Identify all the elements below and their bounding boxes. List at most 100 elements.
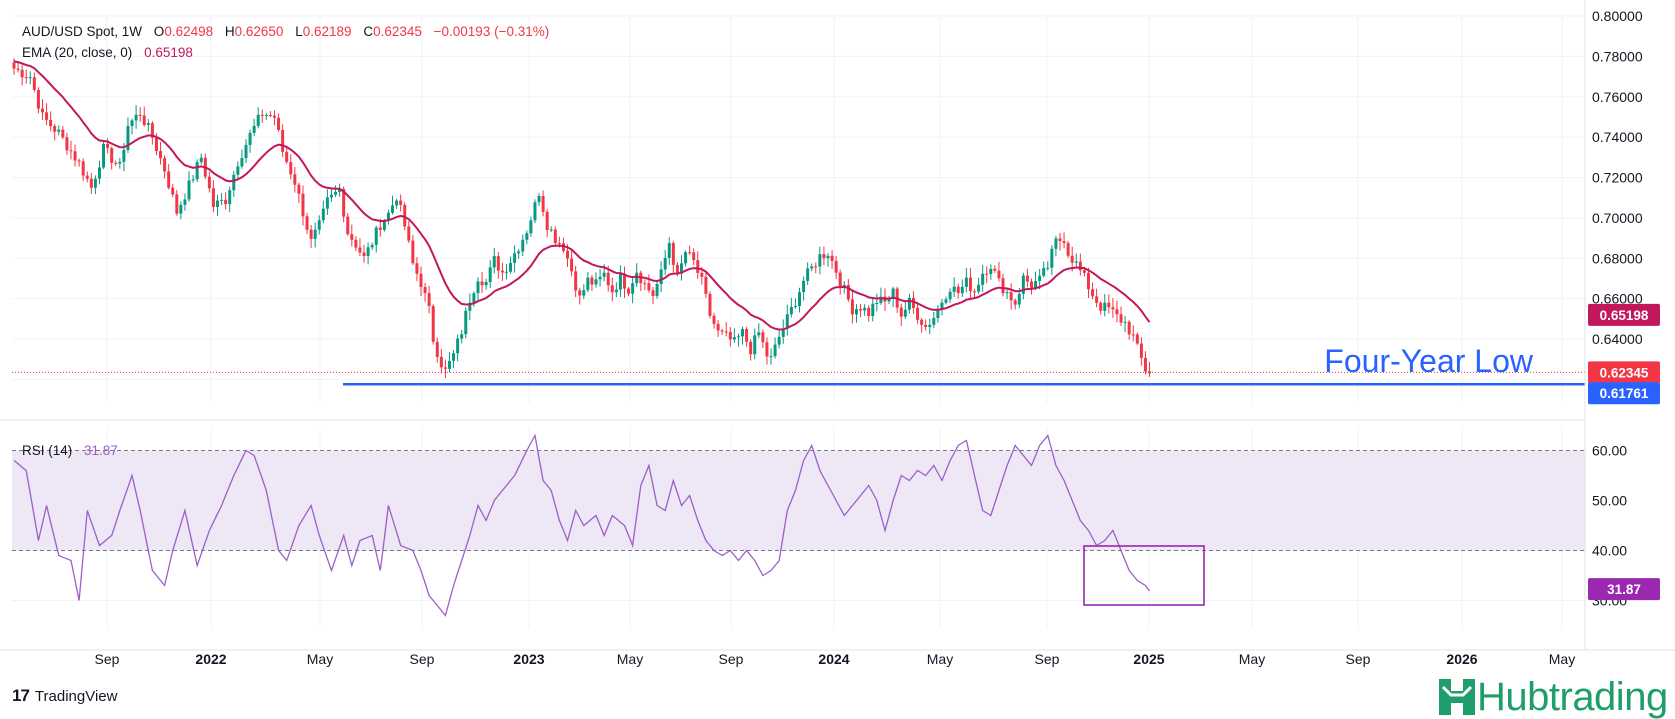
candle-body	[16, 68, 20, 70]
candle-body	[309, 229, 313, 239]
candle-body	[268, 114, 272, 116]
candle-body	[281, 129, 285, 152]
candle-body	[427, 293, 431, 306]
candle-body	[1017, 293, 1021, 305]
close-value: 0.62345	[373, 24, 422, 39]
candle-body	[1005, 292, 1009, 294]
candle-body	[973, 291, 977, 293]
candle-body	[32, 77, 36, 90]
candle-body	[989, 268, 993, 275]
candle-body	[631, 283, 635, 294]
candle-body	[452, 353, 456, 361]
candle-body	[728, 331, 732, 340]
candle-body	[484, 282, 488, 286]
candle-body	[403, 204, 407, 227]
symbol-label: AUD/USD Spot, 1W	[22, 24, 142, 39]
candle-body	[130, 120, 134, 126]
candle-body	[907, 297, 911, 310]
candle-body	[1062, 241, 1066, 244]
candle-body	[358, 247, 362, 253]
candle-body	[623, 273, 626, 289]
candle-body	[704, 276, 708, 294]
candle-body	[745, 328, 749, 342]
candle-body	[985, 273, 989, 275]
candle-body	[1001, 278, 1005, 294]
candle-body	[781, 328, 785, 337]
candle-body	[1123, 321, 1127, 323]
rsi-legend: RSI (14) 31.87	[22, 443, 118, 458]
candle-body	[993, 268, 997, 271]
candle-body	[301, 193, 305, 217]
candle-body	[545, 211, 549, 230]
tradingview-text: TradingView	[34, 687, 118, 705]
ema-legend: EMA (20, close, 0) 0.65198	[22, 45, 193, 60]
candle-body	[903, 309, 907, 317]
rsi-badge-bg	[1588, 578, 1660, 601]
candle-body	[1074, 261, 1078, 263]
candle-body	[549, 229, 553, 231]
candle-body	[1009, 292, 1013, 301]
candle-body	[997, 270, 1001, 279]
candle-body	[716, 323, 720, 331]
candle-body	[154, 137, 158, 152]
candle-body	[179, 204, 183, 214]
candle-body	[106, 143, 110, 149]
candle-body	[948, 291, 952, 300]
axes: 0.620000.640000.660000.680000.700000.720…	[0, 0, 1675, 667]
price-tick-label: 0.72000	[1592, 170, 1643, 186]
candle-body	[447, 360, 451, 369]
price-tick-label: 0.78000	[1592, 48, 1643, 64]
candle-body	[28, 77, 32, 79]
candle-body	[171, 187, 175, 195]
hubtrading-text: Hubtrading	[1477, 675, 1668, 719]
time-tick-label: Sep	[719, 651, 744, 667]
candle-body	[329, 194, 333, 198]
candle-body	[838, 272, 842, 287]
candle-body	[777, 336, 781, 345]
candle-body	[224, 199, 228, 205]
candle-body	[977, 284, 981, 292]
candle-body	[40, 108, 44, 113]
ema-series	[13, 60, 1151, 331]
support-badge: 0.61761	[1600, 386, 1649, 401]
candle-body	[370, 244, 374, 248]
candle-body	[618, 273, 622, 290]
time-tick-label: Sep	[1035, 651, 1060, 667]
candle-body	[1021, 275, 1025, 294]
candle-body	[541, 196, 545, 212]
candle-body	[61, 129, 65, 138]
candle-body	[956, 286, 960, 294]
rsi-tick-label: 50.00	[1592, 493, 1627, 509]
candle-body	[1143, 357, 1147, 372]
candle-body	[256, 114, 260, 126]
candle-body	[651, 290, 655, 297]
candle-body	[582, 290, 586, 296]
candle-body	[114, 162, 118, 164]
candle-body	[671, 243, 675, 265]
candle-body	[272, 115, 276, 118]
candle-body	[36, 89, 40, 109]
candle-body	[163, 158, 167, 172]
candle-body	[659, 269, 663, 285]
candle-body	[464, 310, 468, 335]
candle-body	[49, 119, 53, 127]
candle-body	[199, 157, 203, 163]
candle-body	[761, 332, 765, 343]
candle-body	[138, 114, 142, 116]
candle-body	[248, 132, 252, 145]
candle-body	[191, 179, 195, 181]
candle-body	[1091, 289, 1095, 297]
candle-body	[374, 227, 378, 245]
candle-body	[814, 266, 818, 268]
candle-body	[244, 144, 248, 159]
candle-body	[818, 254, 822, 267]
candle-body	[732, 337, 736, 340]
candle-body	[1042, 267, 1046, 276]
candle-body	[20, 69, 24, 78]
tradingview-mark-icon: 17	[12, 686, 30, 705]
candle-body	[12, 62, 16, 69]
high-value: 0.62650	[235, 24, 284, 39]
ohlc-legend: AUD/USD Spot, 1W O0.62498 H0.62650 L0.62…	[22, 24, 549, 39]
candle-body	[45, 112, 49, 120]
candle-body	[655, 284, 659, 297]
